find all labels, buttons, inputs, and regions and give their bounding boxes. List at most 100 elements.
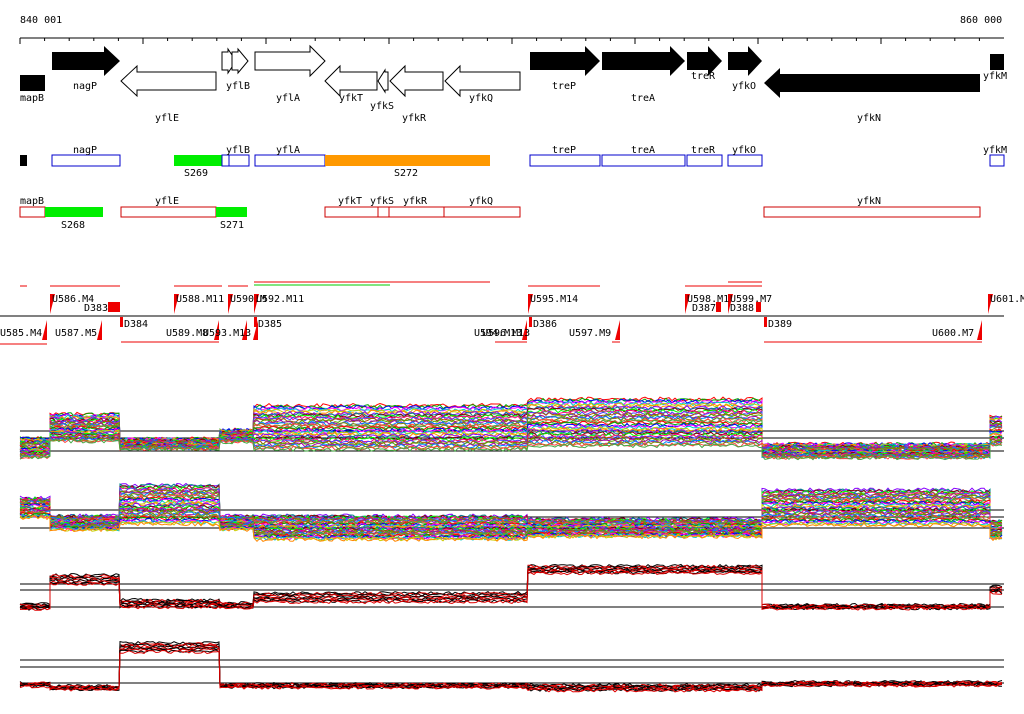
segment-marker	[522, 320, 527, 340]
forward-box-treR[interactable]	[686, 154, 723, 167]
reverse-box-yfkN[interactable]	[763, 206, 981, 218]
expression-trace	[19, 514, 1003, 542]
deletion-box-D387[interactable]	[716, 302, 721, 312]
segment-marker	[97, 320, 102, 340]
forward-label-nagP: nagP	[73, 145, 97, 156]
gene-arrow-yflB-2[interactable]	[231, 47, 249, 75]
forward-box-yflB-a[interactable]	[221, 154, 230, 167]
forward-box-nagP[interactable]	[51, 154, 121, 167]
deletion-box-D383[interactable]	[108, 302, 120, 312]
forward-box-treA[interactable]	[601, 154, 686, 167]
gene-arrow-yfkR[interactable]	[389, 64, 444, 98]
forward-transcript-track: nagP yflB yflA treP treA treR yfkO yfkM …	[20, 145, 1007, 179]
highlight-label-S268: S268	[61, 220, 85, 231]
segment-label-U599: U599.M7	[730, 294, 772, 305]
gene-arrow-yfkS[interactable]	[377, 68, 389, 94]
reverse-label-mapB: mapB	[20, 196, 44, 207]
gene-arrow-treP[interactable]	[530, 46, 600, 76]
forward-box-yflA[interactable]	[254, 154, 326, 167]
reverse-box-yfkS[interactable]	[377, 206, 390, 218]
segment-marker	[988, 294, 993, 314]
gene-arrow-yfkM[interactable]	[990, 54, 1004, 70]
forward-label-yflA: yflA	[276, 145, 300, 156]
forward-label-yflB: yflB	[226, 145, 250, 156]
reverse-transcript-track: mapB yflE yfkT yfkS yfkR yfkQ yfkN S268 …	[19, 196, 981, 231]
segment-marker	[214, 320, 219, 340]
segment-label-U595: U595.M14	[530, 294, 578, 305]
deletion-box-D386[interactable]	[529, 317, 532, 327]
forward-label-treA: treA	[631, 145, 655, 156]
expression-panel-1	[19, 396, 1004, 461]
gene-arrow-yfkQ[interactable]	[444, 64, 521, 98]
segment-marker	[174, 294, 179, 314]
highlight-S268[interactable]	[45, 207, 103, 217]
gene-label-yfkS: yfkS	[370, 101, 394, 112]
segment-marker	[253, 320, 258, 340]
expression-trace	[19, 506, 1003, 535]
segment-label-U601: U601.M	[990, 294, 1024, 305]
deletion-label-D384: D384	[124, 319, 148, 330]
highlight-S271[interactable]	[216, 207, 247, 217]
segment-label-U586: U586.M4	[52, 294, 94, 305]
gene-label-yfkO: yfkO	[732, 81, 756, 92]
segment-label-U596: U596.M13	[482, 328, 530, 339]
deletion-box-D384[interactable]	[120, 317, 123, 327]
forward-box-yflB[interactable]	[228, 154, 250, 167]
segment-marker	[254, 294, 259, 314]
gene-label-nagP: nagP	[73, 81, 97, 92]
expression-trace	[19, 495, 1002, 529]
expression-trace	[19, 649, 1003, 693]
gene-label-yflE: yflE	[155, 113, 179, 124]
segment-label-U593: U593.M13	[203, 328, 251, 339]
forward-box-treP[interactable]	[529, 154, 601, 167]
segment-marker	[728, 294, 733, 314]
gene-label-yfkM: yfkM	[983, 71, 1007, 82]
gene-arrow-treR[interactable]	[687, 46, 722, 76]
deletion-label-D386: D386	[533, 319, 557, 330]
marker-block	[20, 155, 27, 166]
gene-arrow-yfkO[interactable]	[728, 46, 762, 76]
reverse-box-mapB[interactable]	[19, 206, 46, 218]
gene-label-treA: treA	[631, 93, 655, 104]
reverse-label-yfkR: yfkR	[403, 196, 428, 207]
deletion-box-D389[interactable]	[764, 317, 767, 327]
segment-marker	[615, 320, 620, 340]
segment-marker	[228, 294, 233, 314]
reverse-box-yflE[interactable]	[120, 206, 217, 218]
segment-marker	[685, 294, 690, 314]
forward-box-yfkO[interactable]	[727, 154, 763, 167]
reverse-box-yfkT[interactable]	[324, 206, 379, 218]
gene-arrow-yfkT[interactable]	[324, 64, 378, 98]
gene-arrow-treA[interactable]	[602, 46, 685, 76]
expression-trace	[19, 438, 1003, 461]
expression-trace	[19, 434, 1003, 459]
gene-label-yfkQ: yfkQ	[469, 93, 493, 104]
reverse-label-yflE: yflE	[155, 196, 179, 207]
gene-arrow-yfkN[interactable]	[764, 68, 980, 98]
segment-label-U589: U589.M8	[166, 328, 208, 339]
reverse-box-yfkQ[interactable]	[443, 206, 521, 218]
gene-arrow-yflA[interactable]	[254, 44, 326, 78]
deletion-label-D388: D388	[730, 303, 754, 314]
deletion-box-D385[interactable]	[254, 317, 257, 327]
segment-marker	[42, 320, 47, 340]
highlight-S269[interactable]	[174, 155, 222, 166]
gene-arrow-yflE[interactable]	[120, 64, 217, 98]
highlight-S272[interactable]	[325, 155, 490, 166]
deletion-label-D389: D389	[768, 319, 792, 330]
reverse-label-yfkT: yfkT	[338, 196, 362, 207]
forward-box-yfkM[interactable]	[989, 154, 1005, 167]
deletion-box-D388[interactable]	[756, 302, 761, 312]
gene-arrow-mapB[interactable]	[20, 75, 45, 91]
segment-label-U598: U598.M1	[687, 294, 729, 305]
reverse-box-yfkR[interactable]	[388, 206, 445, 218]
ruler-end-label: 860 000	[960, 15, 1002, 26]
segment-label-U587: U587.M5	[55, 328, 97, 339]
expression-trace	[19, 503, 1003, 533]
gene-arrow-nagP[interactable]	[52, 46, 120, 76]
deletion-label-D387: D387	[692, 303, 716, 314]
gene-annotation-track: mapB nagP yflE yflB yflA yfkT yfkS yfkR …	[20, 44, 1007, 124]
reverse-label-yfkN: yfkN	[857, 196, 881, 207]
expression-tracks	[19, 396, 1004, 693]
segmentation-track: U586.M4 U588.M11 U590.M U592.M11 U595.M1…	[0, 281, 1024, 345]
